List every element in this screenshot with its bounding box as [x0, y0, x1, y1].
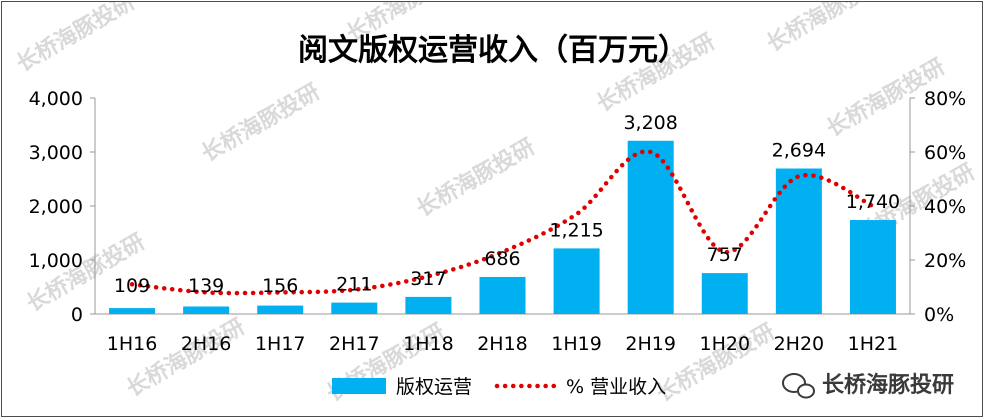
axes: 0 1,000 2,000 3,000 4,000 0% 20% 40% 60% 80% 1H16 2…	[29, 88, 967, 355]
wechat-icon	[782, 373, 806, 393]
y-right-tick-label: 60%	[924, 142, 966, 164]
x-tick-label: 1H19	[551, 333, 602, 355]
bar-value-label: 686	[484, 248, 520, 270]
watermark-text: 长桥海豚投研	[197, 79, 324, 168]
line-series	[129, 149, 876, 296]
x-tick-label: 1H17	[255, 333, 306, 355]
bar	[775, 168, 822, 314]
chart-title: 阅文版权运营收入（百万元）	[298, 33, 688, 68]
bar-value-label: 757	[707, 244, 743, 266]
x-tick-label: 1H18	[403, 333, 454, 355]
watermark-text: 长桥海豚投研	[412, 134, 539, 223]
x-tick-label: 2H20	[774, 333, 825, 355]
bar	[257, 305, 304, 314]
y-left-tick-label: 2,000	[29, 196, 83, 218]
bar	[479, 276, 526, 314]
legend-label-bar: 版权运营	[396, 376, 472, 398]
bar-series	[109, 140, 896, 314]
y-right-tick-label: 20%	[924, 250, 966, 272]
y-left-tick-label: 1,000	[29, 250, 83, 272]
source-badge: 长桥海豚投研	[782, 372, 954, 399]
bar	[849, 220, 896, 314]
y-right-tick-label: 80%	[924, 88, 966, 110]
watermark-text: 长桥海豚投研	[652, 319, 779, 408]
data-labels: 109 139 156 211 317 686 1,215 3,208 757 2,694 1,74…	[114, 112, 900, 297]
bar	[331, 302, 378, 314]
watermark-text: 长桥海豚投研	[122, 314, 249, 403]
x-tick-label: 1H21	[848, 333, 899, 355]
bar-value-label: 211	[336, 274, 372, 296]
legend-swatch-bar	[332, 378, 386, 394]
percent-line	[129, 149, 876, 296]
bar	[701, 273, 748, 314]
bar-value-label: 156	[262, 275, 298, 297]
x-tick-label: 2H18	[477, 333, 528, 355]
bar-value-label: 1,740	[846, 191, 900, 213]
wechat-icon-bubble	[797, 383, 815, 399]
bar-value-label: 109	[114, 275, 150, 297]
source-badge-text: 长桥海豚投研	[822, 372, 954, 398]
y-left-tick-label: 0	[71, 304, 83, 326]
y-left-tick-label: 4,000	[29, 88, 83, 110]
x-tick-label: 1H16	[107, 333, 158, 355]
bar	[109, 308, 156, 314]
y-left-tick-label: 3,000	[29, 142, 83, 164]
legend-label-line: % 营业收入	[566, 376, 666, 398]
x-tick-label: 2H17	[329, 333, 380, 355]
bar-value-label: 317	[410, 268, 446, 290]
legend: 版权运营 % 营业收入	[332, 376, 666, 398]
bar-value-label: 2,694	[772, 140, 826, 162]
bar	[553, 248, 600, 314]
watermark-text: 长桥海豚投研	[12, 2, 139, 77]
bar-value-label: 139	[188, 275, 224, 297]
x-tick-label: 2H19	[625, 333, 676, 355]
bar	[183, 306, 230, 314]
bar-value-label: 1,215	[549, 219, 603, 241]
x-tick-label: 2H16	[181, 333, 232, 355]
y-right-tick-label: 40%	[924, 196, 966, 218]
bar	[627, 140, 674, 314]
bar-value-label: 3,208	[623, 112, 677, 134]
watermark-text: 长桥海豚投研	[762, 2, 889, 57]
y-right-tick-label: 0%	[924, 304, 954, 326]
x-tick-label: 1H20	[699, 333, 750, 355]
bar	[405, 296, 452, 314]
watermark-text: 长桥海豚投研	[22, 229, 149, 318]
